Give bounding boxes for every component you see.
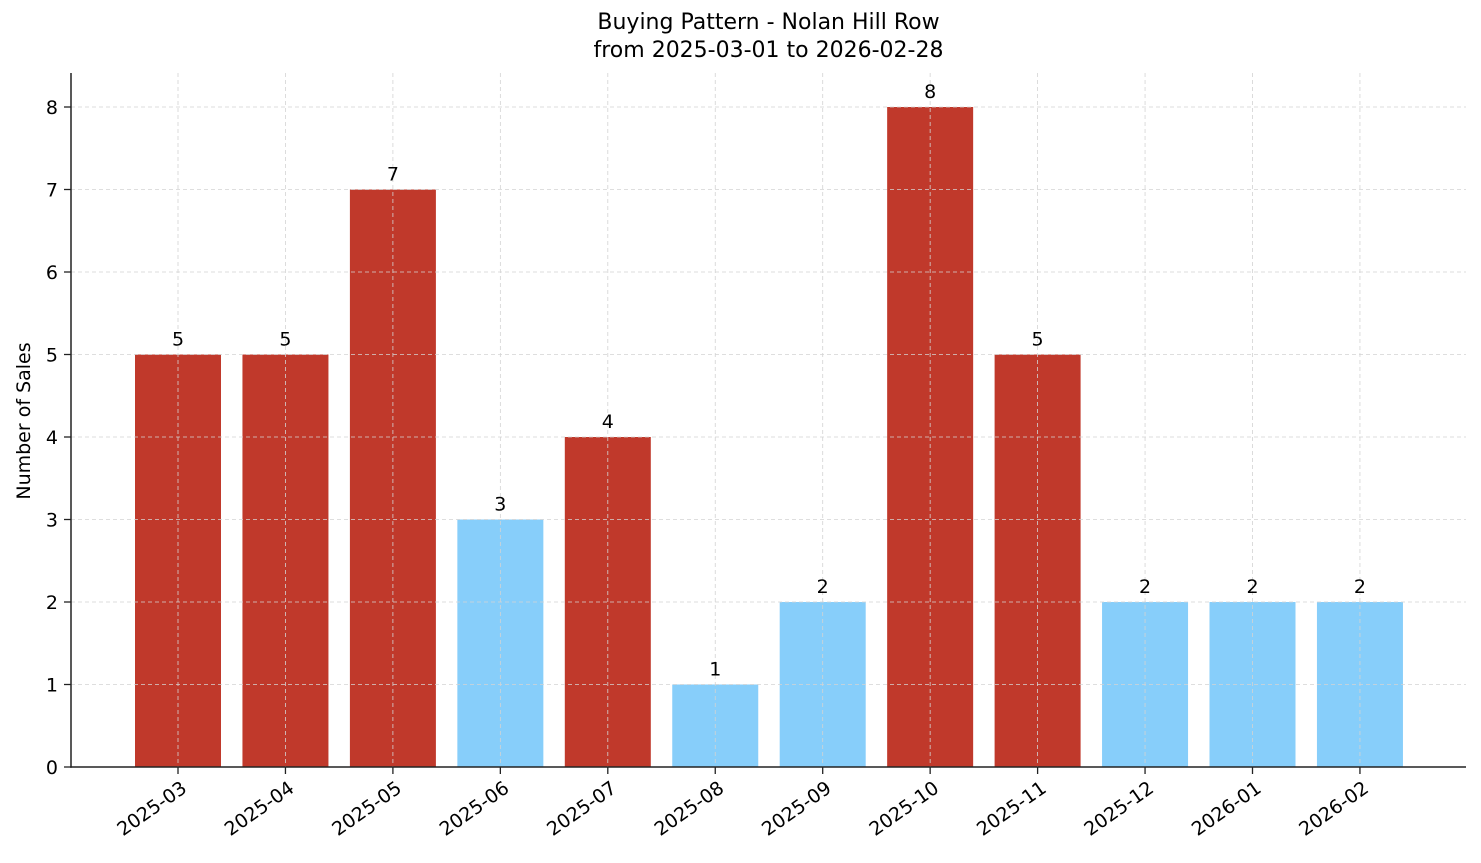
data-label: 2 xyxy=(817,576,829,598)
x-tick-label: 2025-10 xyxy=(865,777,943,841)
data-label: 5 xyxy=(1032,329,1044,351)
data-label: 7 xyxy=(387,164,399,186)
grid-layer xyxy=(71,73,1466,767)
data-label: 3 xyxy=(494,494,506,516)
data-label: 8 xyxy=(924,81,936,103)
y-tick-label: 5 xyxy=(46,345,58,367)
chart-subtitle: from 2025-03-01 to 2026-02-28 xyxy=(593,38,944,63)
x-tick-label: 2025-05 xyxy=(328,777,406,841)
y-tick-label: 2 xyxy=(46,592,58,614)
y-tick-label: 8 xyxy=(46,97,58,119)
y-tick-label: 6 xyxy=(46,262,58,284)
chart-title: Buying Pattern - Nolan Hill Row xyxy=(597,10,940,35)
x-tick-label: 2025-04 xyxy=(221,777,299,841)
y-tick-label: 4 xyxy=(46,427,58,449)
x-tick-label: 2025-08 xyxy=(650,777,728,841)
x-tick-label: 2025-03 xyxy=(113,777,191,841)
data-label: 2 xyxy=(1246,576,1258,598)
y-tick-label: 1 xyxy=(46,675,58,697)
y-tick-label: 0 xyxy=(46,757,58,779)
data-label: 5 xyxy=(172,329,184,351)
data-label: 2 xyxy=(1354,576,1366,598)
x-tick-label: 2026-02 xyxy=(1295,777,1373,841)
x-tick-label: 2025-12 xyxy=(1080,777,1158,841)
x-tick-label: 2026-01 xyxy=(1188,777,1266,841)
data-label: 2 xyxy=(1139,576,1151,598)
data-labels-layer: 5 5 7 3 4 1 2 8 5 2 2 2 xyxy=(172,81,1366,681)
data-label: 5 xyxy=(279,329,291,351)
data-label: 1 xyxy=(709,659,721,681)
x-tick-label: 2025-06 xyxy=(436,777,514,841)
x-tick-label: 2025-09 xyxy=(758,777,836,841)
y-axis-label: Number of Sales xyxy=(13,342,35,499)
data-label: 4 xyxy=(602,411,614,433)
x-tick-label: 2025-11 xyxy=(973,777,1051,841)
x-tick-label: 2025-07 xyxy=(543,777,621,841)
chart-title-block: Buying Pattern - Nolan Hill Row from 202… xyxy=(0,9,1481,65)
y-tick-label: 7 xyxy=(46,180,58,202)
y-tick-label: 3 xyxy=(46,510,58,532)
